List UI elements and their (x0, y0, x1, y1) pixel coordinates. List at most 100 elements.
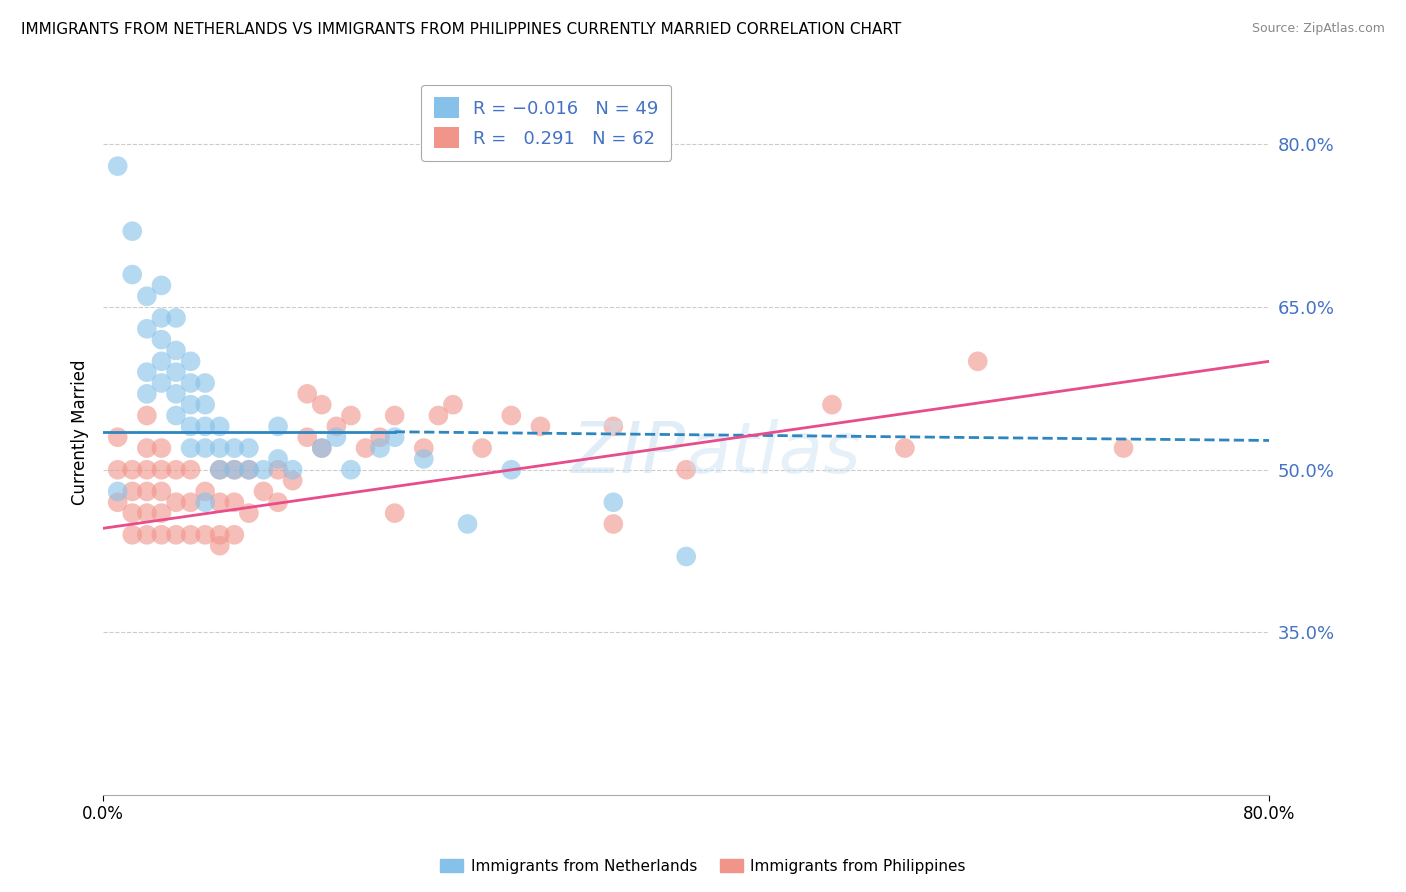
Point (311, 441, 333, 455)
Point (675, 463, 697, 477)
Point (281, 474, 304, 488)
Point (238, 506, 260, 520)
Point (412, 451, 434, 466)
Point (165, 310, 187, 325)
Point (121, 268, 143, 282)
Point (107, 159, 129, 173)
Point (208, 441, 231, 455)
Point (135, 289, 157, 303)
Point (311, 398, 333, 412)
Point (412, 441, 434, 455)
Point (1112, 441, 1135, 455)
Point (135, 484, 157, 499)
Point (194, 376, 217, 390)
Point (150, 333, 173, 347)
Point (165, 528, 187, 542)
Point (135, 463, 157, 477)
Point (311, 441, 333, 455)
Point (267, 463, 290, 477)
Point (501, 463, 523, 477)
Point (180, 528, 202, 542)
Point (368, 441, 391, 455)
Point (471, 441, 494, 455)
Point (150, 354, 173, 368)
Point (602, 495, 624, 509)
Point (194, 398, 217, 412)
Point (384, 430, 406, 444)
Point (107, 463, 129, 477)
Point (180, 495, 202, 509)
Point (238, 441, 260, 455)
Legend: Immigrants from Netherlands, Immigrants from Philippines: Immigrants from Netherlands, Immigrants … (434, 853, 972, 880)
Point (295, 430, 318, 444)
Point (675, 549, 697, 564)
Point (135, 441, 157, 455)
Point (135, 506, 157, 520)
Point (208, 539, 231, 553)
Point (208, 419, 231, 434)
Point (150, 484, 173, 499)
Point (121, 463, 143, 477)
Point (267, 451, 290, 466)
Point (121, 528, 143, 542)
Point (107, 484, 129, 499)
Point (325, 419, 347, 434)
Point (121, 506, 143, 520)
Point (224, 441, 246, 455)
Point (107, 495, 129, 509)
Point (252, 463, 274, 477)
Point (384, 506, 406, 520)
Text: ZIP: ZIP (572, 419, 686, 488)
Point (194, 495, 217, 509)
Point (340, 409, 363, 423)
Text: Source: ZipAtlas.com: Source: ZipAtlas.com (1251, 22, 1385, 36)
Point (208, 495, 231, 509)
Point (340, 463, 363, 477)
Legend: R = −0.016   N = 49, R =   0.291   N = 62: R = −0.016 N = 49, R = 0.291 N = 62 (420, 85, 672, 161)
Point (135, 528, 157, 542)
Point (180, 354, 202, 368)
Point (194, 484, 217, 499)
Point (135, 409, 157, 423)
Point (165, 387, 187, 401)
Point (165, 495, 187, 509)
Point (267, 419, 290, 434)
Point (457, 516, 479, 531)
Point (180, 463, 202, 477)
Point (165, 343, 187, 358)
Point (238, 463, 260, 477)
Point (121, 224, 143, 238)
Point (208, 463, 231, 477)
Point (252, 484, 274, 499)
Point (135, 387, 157, 401)
Point (165, 365, 187, 379)
Point (194, 528, 217, 542)
Point (194, 441, 217, 455)
Point (150, 278, 173, 293)
Point (602, 419, 624, 434)
Point (224, 528, 246, 542)
Point (325, 430, 347, 444)
Point (194, 419, 217, 434)
Point (224, 495, 246, 509)
Point (368, 430, 391, 444)
Point (150, 376, 173, 390)
Point (135, 322, 157, 336)
Point (384, 409, 406, 423)
Point (224, 463, 246, 477)
Point (150, 441, 173, 455)
Point (267, 495, 290, 509)
Text: IMMIGRANTS FROM NETHERLANDS VS IMMIGRANTS FROM PHILIPPINES CURRENTLY MARRIED COR: IMMIGRANTS FROM NETHERLANDS VS IMMIGRANT… (21, 22, 901, 37)
Point (180, 419, 202, 434)
Point (238, 463, 260, 477)
Point (281, 463, 304, 477)
Point (180, 398, 202, 412)
Point (208, 463, 231, 477)
Point (150, 506, 173, 520)
Point (180, 441, 202, 455)
Text: atlas: atlas (686, 419, 860, 488)
Point (150, 463, 173, 477)
Point (180, 376, 202, 390)
Point (602, 516, 624, 531)
Point (821, 398, 844, 412)
